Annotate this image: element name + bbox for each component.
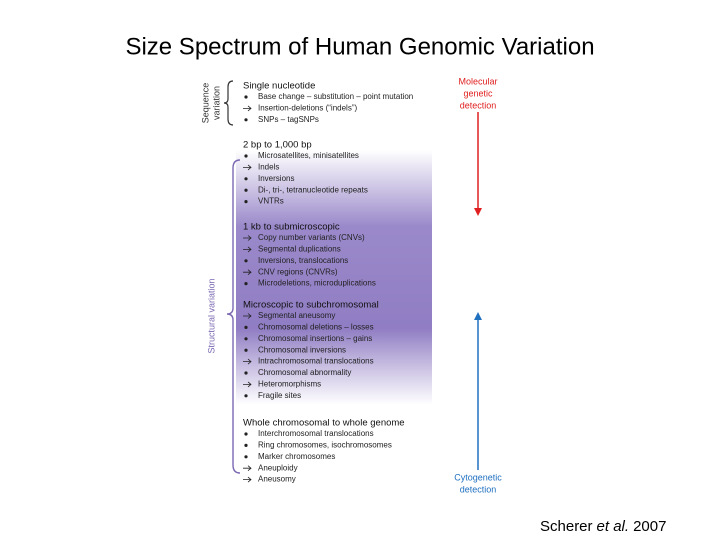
slide-title: Size Spectrum of Human Genomic Variation [125, 33, 594, 60]
item-text: Insertion-deletions (“indels”) [258, 104, 357, 113]
item-text: Marker chromosomes [258, 452, 335, 461]
item-text: Segmental aneusomy [258, 311, 335, 320]
bullet-marker [244, 325, 248, 329]
section-heading: Microscopic to subchromosomal [243, 300, 379, 311]
item-text: VNTRs [258, 197, 284, 206]
arrow-marker [243, 476, 252, 483]
cytogenetic-label: Cytogenetic [454, 472, 502, 482]
bullet-marker [244, 259, 248, 263]
section-heading: 2 bp to 1,000 bp [243, 140, 312, 151]
item-text: Microsatellites, minisatellites [258, 151, 359, 160]
section-heading: 1 kb to submicroscopic [243, 222, 340, 233]
arrow-marker [243, 164, 252, 171]
item-text: Interchromosomal translocations [258, 429, 374, 438]
arrow-marker [243, 358, 252, 365]
sequence-label: variation [211, 86, 221, 120]
molecular-label: Molecular [458, 76, 497, 86]
molecular-label: detection [460, 100, 497, 110]
sequence-label: Sequence [200, 83, 210, 124]
bullet-marker [244, 118, 248, 122]
bullet-marker [244, 95, 248, 99]
bullet-marker [244, 371, 248, 375]
cytogenetic-arrowhead [474, 312, 482, 320]
item-text: Indels [258, 163, 279, 172]
item-text: Intrachromosomal translocations [258, 357, 374, 366]
bullet-marker [244, 282, 248, 286]
item-text: Segmental duplications [258, 245, 341, 254]
structural-brace [226, 159, 241, 474]
item-text: Chromosomal inversions [258, 345, 346, 354]
item-text: Aneusomy [258, 475, 296, 484]
structural-label: Structural variation [206, 278, 216, 353]
molecular-label: genetic [463, 88, 493, 98]
item-text: Ring chromosomes, isochromosomes [258, 441, 392, 450]
item-text: Fragile sites [258, 391, 301, 400]
item-text: CNV regions (CNVRs) [258, 267, 338, 276]
section-heading: Whole chromosomal to whole genome [243, 418, 405, 429]
cytogenetic-label: detection [460, 484, 497, 494]
arrow-marker [243, 465, 252, 472]
item-text: Base change – substitution – point mutat… [258, 92, 413, 101]
item-text: Chromosomal insertions – gains [258, 334, 372, 343]
bullet-marker [244, 455, 248, 459]
item-text: Copy number variants (CNVs) [258, 233, 365, 242]
item-text: Heteromorphisms [258, 380, 321, 389]
size-gradient [236, 150, 432, 405]
bullet-marker [244, 337, 248, 341]
arrow-marker [243, 381, 252, 388]
arrow-marker [243, 313, 252, 319]
arrow-marker [243, 269, 252, 276]
molecular-arrowhead [474, 208, 482, 216]
citation-etal: et al. [597, 518, 630, 535]
item-text: Chromosomal abnormality [258, 368, 351, 377]
item-text: Inversions, translocations [258, 256, 348, 265]
arrow-marker [243, 105, 252, 112]
item-text: Microdeletions, microduplications [258, 279, 376, 288]
arrow-marker [243, 235, 252, 241]
bullet-marker [244, 188, 248, 192]
bullet-marker [244, 177, 248, 181]
bullet-marker [244, 394, 248, 398]
bullet-marker [244, 443, 248, 447]
item-text: Aneuploidy [258, 463, 298, 472]
bullet-marker [244, 200, 248, 204]
item-text: Chromosomal deletions – losses [258, 323, 374, 332]
item-text: Inversions [258, 174, 294, 183]
item-text: SNPs – tagSNPs [258, 115, 319, 124]
sequence-brace [223, 80, 234, 126]
bullet-marker [244, 348, 248, 352]
bullet-marker [244, 154, 248, 158]
bullet-marker [244, 432, 248, 436]
citation: Scherer et al. 2007 [540, 518, 666, 535]
citation-author: Scherer [540, 518, 593, 535]
section-heading: Single nucleotide [243, 81, 315, 92]
item-text: Di-, tri-, tetranucleotide repeats [258, 185, 368, 194]
citation-year: 2007 [633, 518, 666, 535]
arrow-marker [243, 246, 252, 253]
